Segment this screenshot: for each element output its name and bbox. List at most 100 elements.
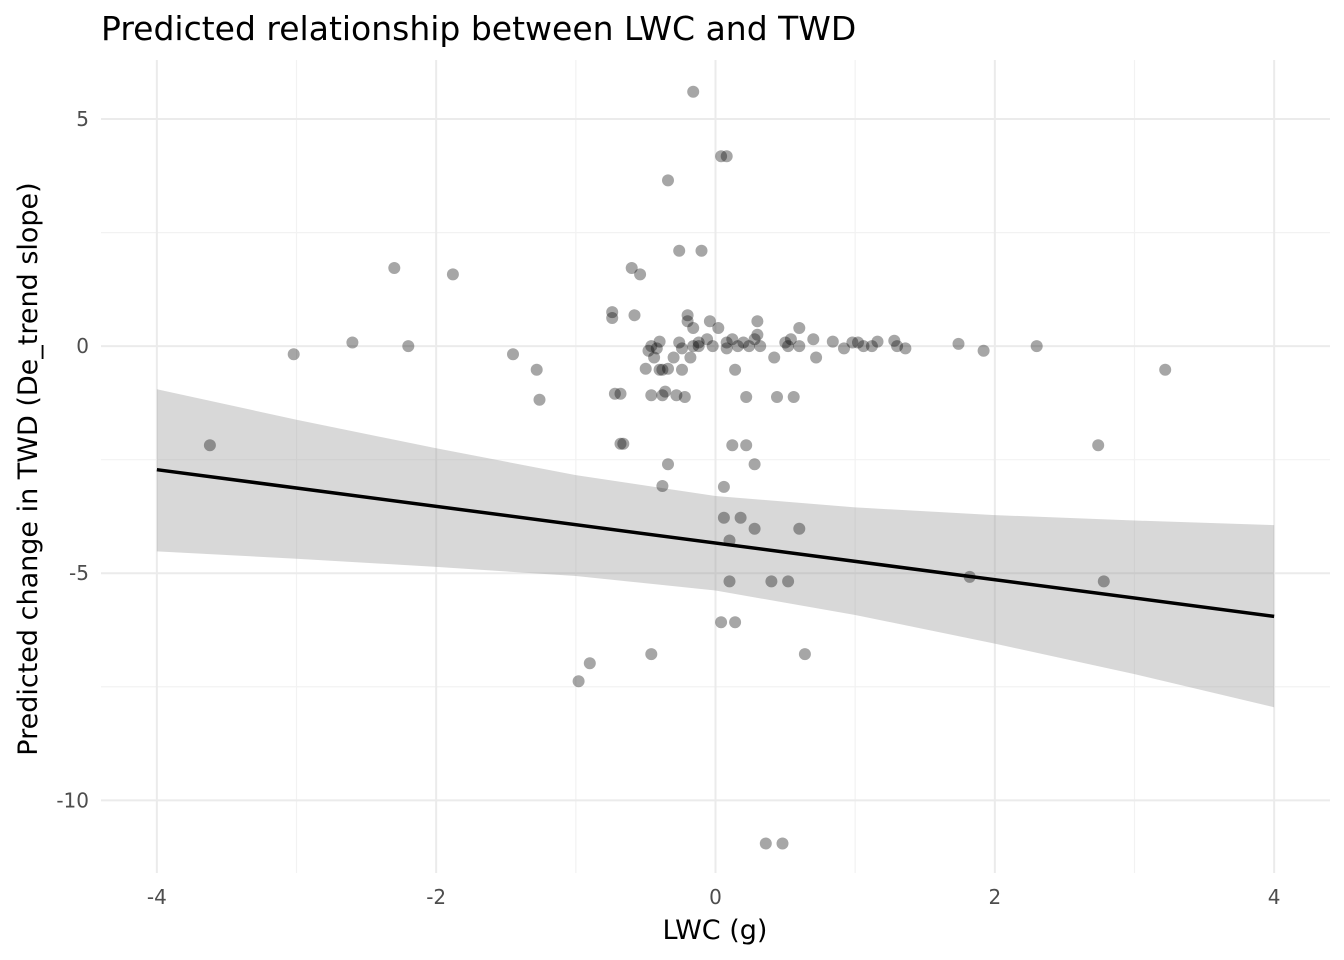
y-tick-label: 5 (76, 107, 89, 131)
data-point (726, 439, 739, 452)
data-point (1092, 439, 1105, 452)
data-point (810, 351, 823, 364)
confidence-band-area (156, 389, 1275, 708)
data-point (645, 340, 658, 353)
data-point (793, 340, 806, 353)
data-point (888, 334, 901, 347)
data-point (712, 322, 725, 334)
data-point (776, 837, 789, 850)
data-point (533, 393, 546, 406)
y-tick-label: 0 (76, 334, 89, 358)
data-point (740, 391, 753, 403)
data-point (662, 362, 674, 375)
data-point (656, 363, 669, 376)
data-point (645, 648, 658, 661)
data-point (388, 262, 401, 274)
data-point (782, 575, 795, 588)
data-point (765, 575, 778, 588)
data-point (687, 340, 700, 353)
data-point (701, 333, 714, 346)
y-tick-label: -10 (56, 788, 89, 812)
data-point (507, 348, 519, 361)
data-point (768, 351, 781, 364)
data-point (687, 85, 700, 98)
data-point (639, 362, 652, 375)
data-point (748, 522, 761, 535)
data-point (779, 336, 792, 349)
data-point (203, 439, 216, 452)
data-point (754, 340, 767, 353)
data-point (608, 387, 621, 400)
data-point (676, 342, 688, 355)
data-point (402, 340, 415, 353)
data-point (703, 315, 716, 328)
data-point (678, 391, 691, 403)
data-point (838, 342, 850, 355)
data-point (865, 340, 878, 353)
data-point (715, 616, 728, 629)
data-point (659, 385, 672, 398)
data-point (673, 336, 686, 349)
data-point (759, 837, 772, 850)
data-point (606, 306, 619, 319)
data-point (676, 363, 688, 376)
data-point (726, 333, 739, 346)
data-point (446, 268, 459, 281)
data-point (687, 322, 700, 334)
data-point (826, 335, 839, 348)
data-point (899, 342, 912, 355)
data-point (731, 340, 744, 353)
data-point (530, 363, 543, 376)
data-point (782, 340, 795, 353)
data-point (787, 391, 800, 403)
x-axis-label: LWC (g) (663, 915, 768, 946)
data-point (723, 575, 736, 588)
data-point (606, 312, 619, 324)
data-point (695, 244, 708, 257)
data-point (673, 244, 686, 257)
data-point (670, 389, 683, 402)
y-tick-label: -5 (69, 561, 89, 585)
data-point (977, 344, 990, 357)
data-point (346, 336, 359, 349)
data-point (720, 336, 733, 349)
data-point (650, 342, 663, 355)
data-point (1159, 363, 1172, 376)
data-point (720, 342, 733, 355)
data-point (852, 336, 864, 349)
data-point (625, 262, 638, 274)
data-point (656, 389, 669, 402)
data-point (751, 328, 764, 341)
data-point (648, 351, 661, 364)
x-tick-label: 4 (1268, 885, 1281, 909)
data-point (1030, 340, 1043, 353)
data-point (667, 351, 680, 364)
fit-line (156, 467, 1275, 619)
data-point (784, 333, 797, 346)
data-point (729, 616, 742, 629)
y-axis-label: Predicted change in TWD (De_trend slope) (13, 182, 44, 755)
data-point (628, 309, 641, 322)
data-point (681, 309, 694, 322)
data-point (891, 340, 904, 353)
data-point (743, 340, 755, 353)
data-point (748, 458, 761, 471)
data-point (857, 340, 870, 353)
data-point (614, 437, 627, 450)
y-axis-ticks: -10 -5 0 5 (56, 107, 89, 812)
data-point (692, 340, 705, 353)
data-point (871, 335, 884, 348)
data-point (642, 344, 655, 357)
x-tick-label: 2 (988, 885, 1001, 909)
data-point (715, 150, 728, 163)
grid (101, 60, 1330, 873)
data-point (952, 337, 965, 350)
data-point (846, 336, 859, 349)
data-point (734, 511, 747, 524)
data-point (634, 268, 647, 281)
data-point (751, 315, 764, 328)
data-point (807, 333, 820, 346)
data-point (729, 363, 742, 376)
data-point (706, 340, 719, 353)
